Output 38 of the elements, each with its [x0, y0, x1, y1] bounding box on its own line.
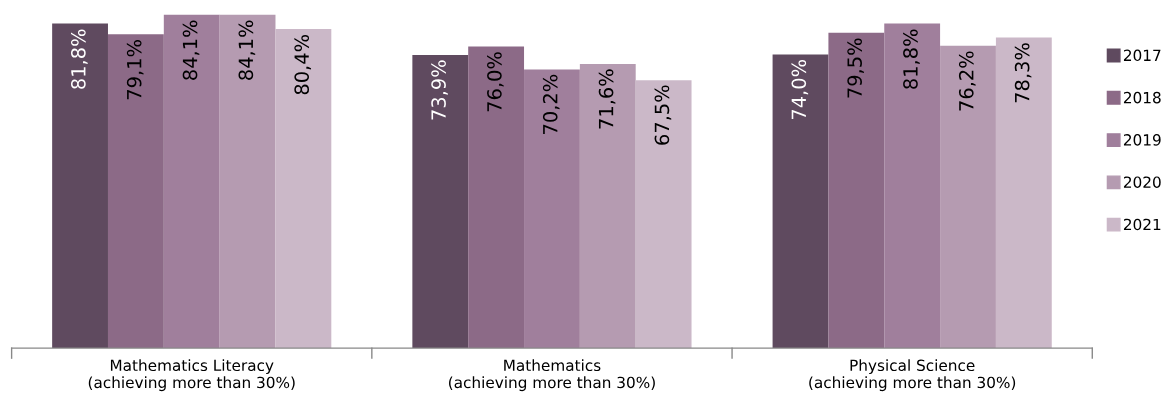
bar — [579, 64, 636, 349]
data-label: 73,9% — [431, 60, 448, 120]
data-label: 71,6% — [598, 69, 616, 129]
bar — [884, 23, 941, 349]
data-label: 70,2% — [542, 74, 560, 134]
data-label: 84,1% — [238, 20, 256, 80]
data-label: 67,5% — [654, 85, 672, 145]
data-label: 81,8% — [71, 29, 88, 89]
data-label: 79,5% — [847, 38, 864, 98]
bar — [468, 46, 525, 349]
bar — [52, 23, 108, 349]
legend-label: 2019 — [1123, 134, 1161, 146]
legend-label: 2020 — [1123, 176, 1161, 188]
bar — [412, 54, 469, 349]
data-label: 81,8% — [903, 29, 920, 89]
bar — [635, 80, 692, 349]
legend-label: 2018 — [1123, 91, 1161, 104]
bar — [219, 14, 276, 349]
bar — [524, 69, 580, 349]
bar — [772, 54, 829, 349]
legend-label: 2017 — [1123, 49, 1161, 62]
bar — [828, 32, 885, 349]
data-label: 74,0% — [791, 59, 809, 120]
x-tick-label: Mathematics Literacy (achieving more than 30%) — [88, 359, 295, 392]
x-tick-label: Physical Science (achieving more than 30%) — [809, 359, 1016, 392]
data-label: 79,1% — [126, 40, 144, 100]
x-tick-label: Mathematics (achieving more than 30%) — [449, 359, 655, 392]
data-label: 76,2% — [958, 51, 976, 111]
data-label: 84,1% — [182, 20, 200, 80]
bar — [163, 14, 220, 349]
bar — [107, 34, 164, 349]
data-label: 80,4% — [294, 34, 312, 95]
data-label: 76,0% — [487, 52, 504, 112]
legend-label: 2021 — [1123, 218, 1161, 231]
bar — [275, 29, 332, 349]
data-label: 78,3% — [1014, 43, 1032, 103]
bar — [995, 37, 1052, 349]
bar — [940, 45, 996, 349]
